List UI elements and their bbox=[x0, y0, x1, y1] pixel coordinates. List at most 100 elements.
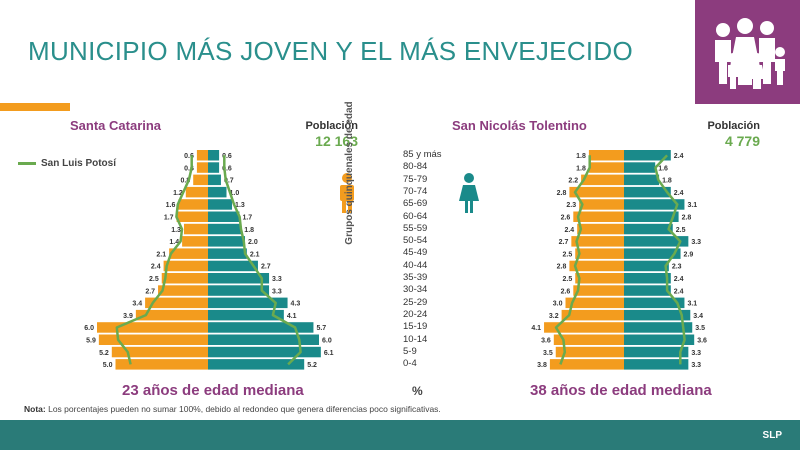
label-men-0-7: 1.4 bbox=[169, 239, 179, 246]
bar-women-0-0 bbox=[208, 150, 220, 161]
label-men-1-8: 2.5 bbox=[563, 251, 573, 258]
population-label-left: Población bbox=[305, 120, 358, 132]
label-women-1-17: 3.3 bbox=[691, 362, 701, 369]
bar-women-0-6 bbox=[208, 223, 242, 235]
bar-men-1-15 bbox=[553, 334, 624, 345]
age-group-label: 45-49 bbox=[403, 247, 428, 259]
label-women-1-0: 2.4 bbox=[674, 153, 684, 160]
legend: San Luis Potosí bbox=[18, 158, 116, 169]
label-women-1-13: 3.4 bbox=[693, 313, 703, 320]
label-men-0-5: 1.7 bbox=[164, 215, 174, 222]
label-men-0-17: 5.0 bbox=[103, 362, 113, 369]
label-women-0-11: 3.3 bbox=[272, 288, 282, 295]
age-group-label: 25-29 bbox=[403, 296, 428, 308]
label-women-1-3: 2.4 bbox=[674, 190, 684, 197]
age-group-label: 0-4 bbox=[403, 358, 417, 370]
family-icon bbox=[715, 18, 785, 89]
bar-men-1-16 bbox=[555, 346, 624, 358]
bar-women-0-16 bbox=[208, 346, 321, 358]
population-value-left: 12 163 bbox=[315, 133, 358, 149]
bar-men-1-8 bbox=[575, 248, 624, 259]
bar-men-0-6 bbox=[183, 223, 208, 235]
population-value-right: 4 779 bbox=[724, 133, 760, 149]
label-women-1-11: 2.4 bbox=[674, 288, 684, 295]
label-women-0-2: 0.7 bbox=[224, 178, 234, 185]
label-men-0-15: 5.9 bbox=[86, 338, 96, 345]
bar-women-1-5 bbox=[624, 211, 679, 222]
label-men-1-13: 3.2 bbox=[549, 313, 559, 320]
label-men-0-16: 5.2 bbox=[99, 350, 109, 357]
label-men-1-15: 3.6 bbox=[541, 338, 551, 345]
label-women-0-16: 6.1 bbox=[324, 350, 334, 357]
bar-women-1-1 bbox=[624, 162, 656, 173]
bar-men-0-1 bbox=[196, 162, 208, 173]
footer-bar: SLP bbox=[0, 420, 800, 450]
bar-men-1-17 bbox=[549, 359, 624, 370]
bar-men-0-5 bbox=[176, 211, 208, 222]
footer-label: SLP bbox=[762, 430, 782, 441]
bar-women-0-2 bbox=[208, 174, 221, 186]
label-men-0-8: 2.1 bbox=[156, 251, 166, 258]
label-women-0-12: 4.3 bbox=[291, 301, 301, 308]
label-women-1-9: 2.3 bbox=[672, 264, 682, 271]
bar-women-0-12 bbox=[208, 297, 288, 309]
state-line-men-1 bbox=[554, 155, 591, 365]
bar-men-1-4 bbox=[579, 199, 624, 210]
label-men-1-17: 3.8 bbox=[537, 362, 547, 369]
age-group-label: 20-24 bbox=[403, 308, 428, 320]
bar-men-1-12 bbox=[565, 297, 624, 309]
state-line-men-0 bbox=[115, 155, 193, 365]
bar-men-1-0 bbox=[588, 150, 624, 161]
label-men-1-2: 2.2 bbox=[568, 178, 578, 185]
logo-box bbox=[695, 0, 800, 104]
label-women-0-0: 0.6 bbox=[222, 153, 232, 160]
bar-men-1-14 bbox=[544, 322, 624, 333]
chart-title-left: Santa Catarina bbox=[70, 118, 162, 133]
label-men-1-0: 1.8 bbox=[576, 153, 586, 160]
label-women-1-14: 3.5 bbox=[695, 325, 705, 332]
bar-women-0-10 bbox=[208, 273, 270, 284]
age-group-label: 50-54 bbox=[403, 235, 428, 247]
bar-women-0-7 bbox=[208, 236, 245, 247]
bar-men-1-9 bbox=[569, 260, 624, 272]
bar-women-0-17 bbox=[208, 359, 305, 370]
bar-women-1-2 bbox=[624, 174, 660, 186]
label-men-1-4: 2.3 bbox=[566, 202, 576, 209]
label-women-0-15: 6.0 bbox=[322, 338, 332, 345]
label-women-0-3: 1.0 bbox=[230, 190, 240, 197]
bar-women-1-9 bbox=[624, 260, 669, 272]
bar-men-1-11 bbox=[573, 285, 624, 296]
bar-men-1-3 bbox=[569, 186, 624, 198]
bar-men-1-1 bbox=[588, 162, 624, 173]
label-men-0-4: 1.6 bbox=[166, 202, 176, 209]
label-women-1-5: 2.8 bbox=[682, 215, 692, 222]
label-men-0-10: 2.5 bbox=[149, 276, 159, 283]
bar-men-0-0 bbox=[196, 150, 208, 161]
bar-women-1-7 bbox=[624, 236, 689, 247]
state-line-women-0 bbox=[223, 155, 302, 366]
label-men-0-6: 1.3 bbox=[171, 227, 181, 234]
bar-men-1-10 bbox=[575, 273, 624, 284]
label-women-1-16: 3.3 bbox=[691, 350, 701, 357]
label-men-0-13: 3.9 bbox=[123, 313, 133, 320]
bar-women-1-14 bbox=[624, 322, 693, 333]
page-title: MUNICIPIO MÁS JOVEN Y EL MÁS ENVEJECIDO bbox=[28, 36, 634, 66]
bar-men-0-10 bbox=[161, 273, 208, 284]
bar-women-1-8 bbox=[624, 248, 681, 259]
bar-men-1-13 bbox=[561, 309, 624, 321]
label-men-1-5: 2.6 bbox=[561, 215, 571, 222]
label-women-0-5: 1.7 bbox=[242, 215, 252, 222]
age-group-label: 60-64 bbox=[403, 210, 428, 222]
median-left: 23 años de edad mediana bbox=[122, 382, 304, 399]
label-men-0-14: 6.0 bbox=[84, 325, 94, 332]
age-group-label: 55-59 bbox=[403, 222, 428, 234]
bar-men-0-2 bbox=[193, 174, 208, 186]
bar-women-1-17 bbox=[624, 359, 689, 370]
bar-men-1-6 bbox=[577, 223, 624, 235]
bar-men-0-3 bbox=[185, 186, 208, 198]
state-line-women-1 bbox=[654, 154, 686, 365]
age-axis-label: Grupos quinquenales de edad bbox=[344, 101, 355, 245]
label-women-0-7: 2.0 bbox=[248, 239, 258, 246]
bar-women-1-13 bbox=[624, 309, 691, 321]
